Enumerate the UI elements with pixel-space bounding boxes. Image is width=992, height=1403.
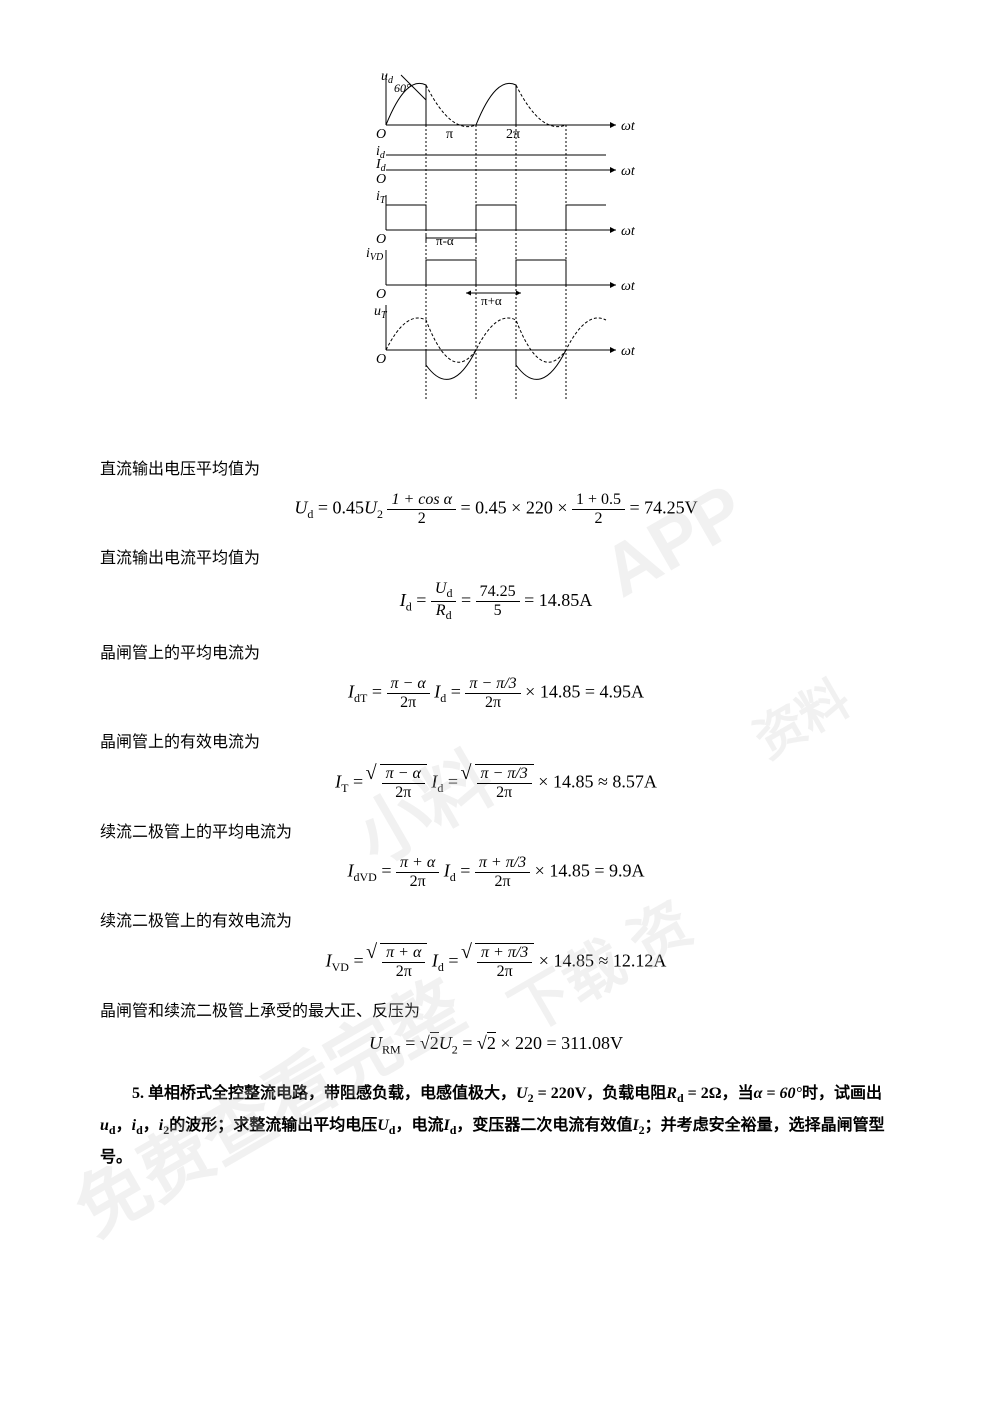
waveform-diagram-container: ud O 60° π 2π ωt id Id O ωt bbox=[100, 60, 892, 425]
section-label: 晶闸管上的平均电流为 bbox=[100, 639, 892, 663]
svg-text:π: π bbox=[446, 127, 453, 142]
equation-idt: IdT = π − α2π Id = π − π/32π × 14.85 = 4… bbox=[100, 675, 892, 712]
svg-text:O: O bbox=[376, 287, 386, 302]
problem-5: 5. 单相桥式全控整流电路，带阻感负载，电感值极大，U2 = 220V，负载电阻… bbox=[100, 1078, 892, 1174]
equation-id: Id = UdRd = 74.255 = 14.85A bbox=[100, 580, 892, 623]
section-label: 直流输出电压平均值为 bbox=[100, 455, 892, 479]
svg-text:O: O bbox=[376, 127, 386, 142]
svg-text:60°: 60° bbox=[394, 81, 411, 95]
svg-text:iVD: iVD bbox=[366, 246, 384, 263]
svg-text:ωt: ωt bbox=[621, 164, 636, 179]
svg-text:O: O bbox=[376, 172, 386, 187]
section-label: 晶闸管和续流二极管上承受的最大正、反压为 bbox=[100, 997, 892, 1021]
svg-text:2π: 2π bbox=[506, 127, 520, 142]
equation-it: IT = π − α2π Id = π − π/32π × 14.85 ≈ 8.… bbox=[100, 764, 892, 802]
section-label: 续流二极管上的有效电流为 bbox=[100, 907, 892, 931]
section-label: 晶闸管上的有效电流为 bbox=[100, 728, 892, 752]
equation-idvd: IdVD = π + α2π Id = π + π/32π × 14.85 = … bbox=[100, 854, 892, 891]
svg-text:π-α: π-α bbox=[436, 233, 454, 248]
svg-text:ωt: ωt bbox=[621, 344, 636, 359]
svg-text:O: O bbox=[376, 232, 386, 247]
waveform-diagram: ud O 60° π 2π ωt id Id O ωt bbox=[326, 60, 666, 420]
equation-ivd: IVD = π + α2π Id = π + π/32π × 14.85 ≈ 1… bbox=[100, 943, 892, 981]
svg-text:ωt: ωt bbox=[621, 119, 636, 134]
svg-text:O: O bbox=[376, 352, 386, 367]
equation-ud: Ud = 0.45U2 1 + cos α2 = 0.45 × 220 × 1 … bbox=[100, 491, 892, 528]
svg-text:π+α: π+α bbox=[481, 293, 502, 308]
svg-text:iT: iT bbox=[376, 189, 387, 206]
section-label: 续流二极管上的平均电流为 bbox=[100, 818, 892, 842]
equation-urm: URM = √2U2 = √2 × 220 = 311.08V bbox=[100, 1033, 892, 1058]
section-label: 直流输出电流平均值为 bbox=[100, 544, 892, 568]
svg-text:ωt: ωt bbox=[621, 224, 636, 239]
axis-label-ud: ud bbox=[381, 69, 394, 86]
svg-text:ωt: ωt bbox=[621, 279, 636, 294]
